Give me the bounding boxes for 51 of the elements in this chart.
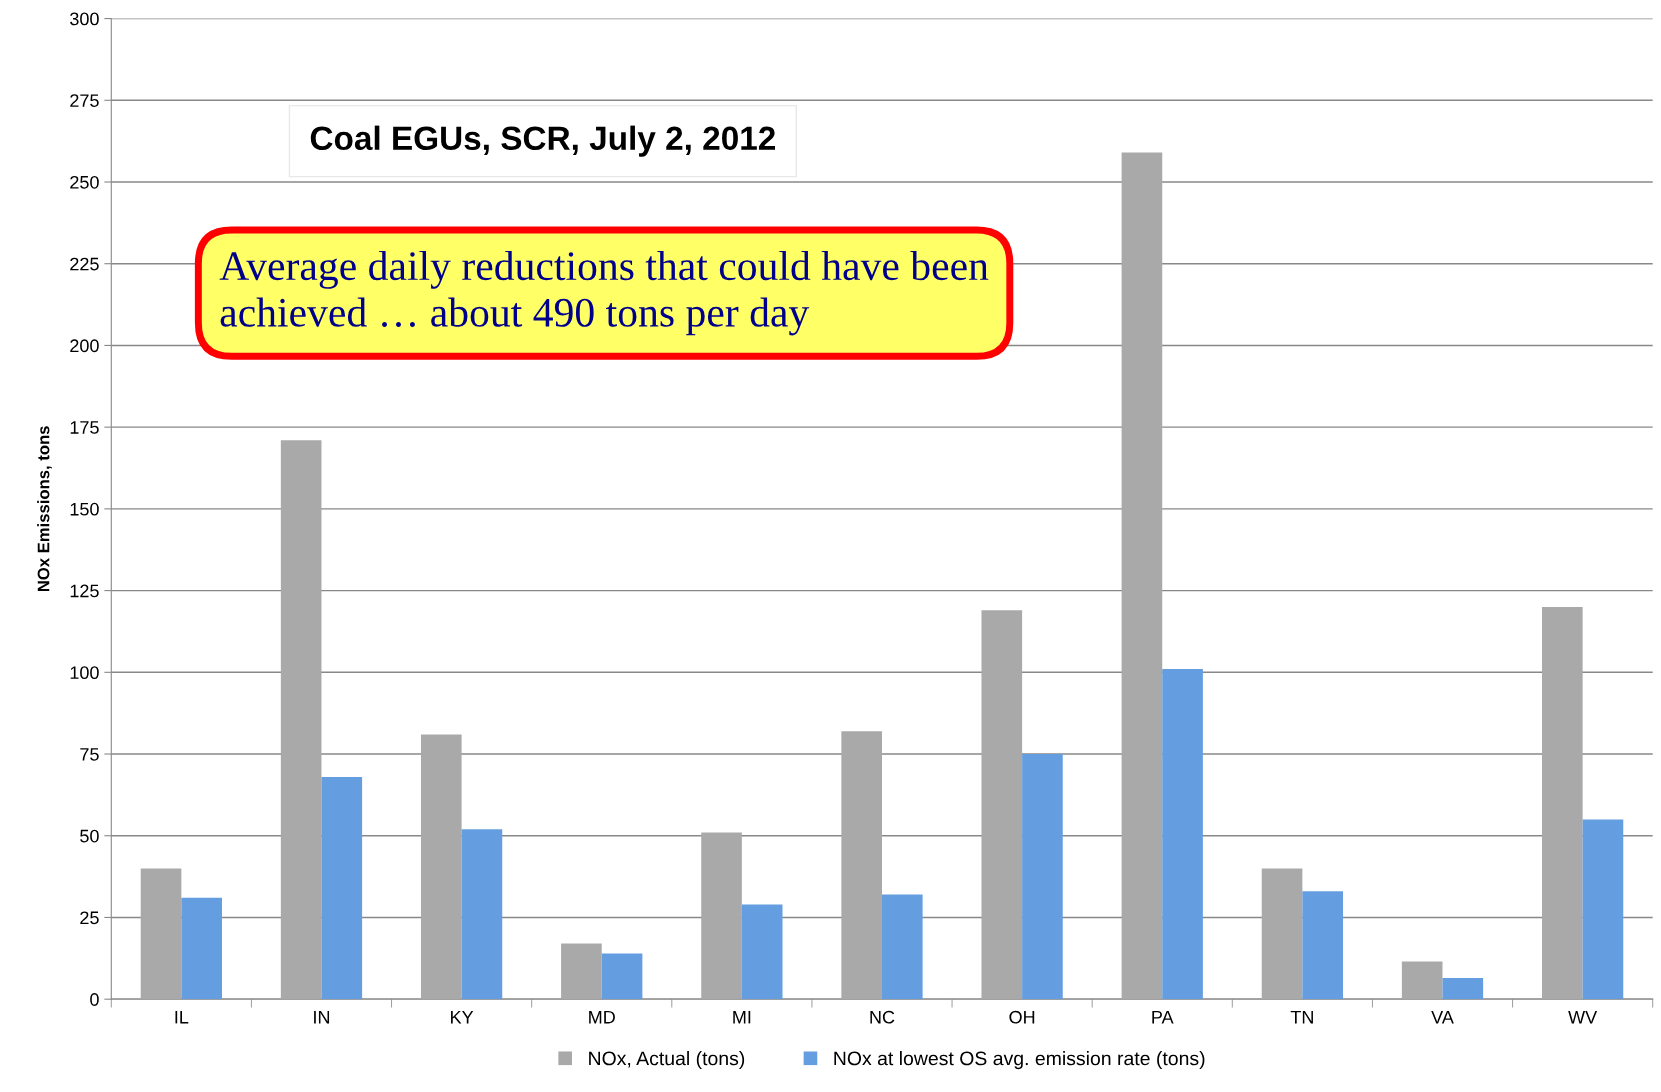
y-tick-label: 275 <box>70 94 99 107</box>
bar <box>1022 754 1063 1000</box>
x-tick-label: MD <box>589 1010 615 1024</box>
text: Coal EGUs, SCR, July 2, 2012 <box>310 125 775 157</box>
y-tick-label: 150 <box>70 502 99 516</box>
x-tick-label: NC <box>870 1010 895 1024</box>
y-tick-label: 25 <box>80 911 99 925</box>
y-tick-label: 175 <box>70 421 99 434</box>
x-tick-label: PA <box>1152 1010 1174 1024</box>
x-tick-label: IL <box>175 1010 189 1024</box>
annotation: Average daily reductions that could have been achieved … about 490 tons per day <box>219 250 989 336</box>
bar <box>1121 152 1163 1000</box>
bar <box>981 610 1023 1000</box>
x-tick-label: OH <box>1009 1010 1035 1024</box>
bar <box>181 897 222 1000</box>
x-tick-label: KY <box>451 1010 474 1024</box>
x-tick-label: VA <box>1431 1010 1454 1024</box>
bar <box>1162 669 1203 1000</box>
bar <box>881 894 923 1000</box>
bar <box>701 832 742 1000</box>
bar <box>1582 819 1624 1000</box>
bar <box>140 868 182 1000</box>
bar <box>1401 961 1443 1000</box>
bar <box>741 904 783 1000</box>
bar <box>601 953 643 1000</box>
bar <box>1302 891 1344 1000</box>
bar <box>1442 977 1484 1000</box>
y-tick-label: 250 <box>70 175 99 189</box>
bar <box>1541 606 1583 1000</box>
y-axis-title: NOx Emissions, tons <box>37 426 52 592</box>
y-tick-label: 100 <box>70 666 99 680</box>
bar <box>1261 868 1303 1000</box>
bar <box>420 734 462 1000</box>
y-tick-label: 225 <box>70 257 99 271</box>
y-tick-label: 300 <box>70 12 99 26</box>
bar <box>841 731 882 1000</box>
bar <box>321 776 363 1000</box>
x-tick-label: IN <box>314 1010 330 1024</box>
x-tick-label: MI <box>733 1010 751 1024</box>
y-tick-label: 75 <box>80 748 99 761</box>
x-tick-label: WV <box>1568 1010 1598 1024</box>
x-tick-label: TN <box>1290 1010 1313 1024</box>
legend-label: NOx, Actual (tons) <box>589 1051 745 1070</box>
bar <box>461 829 503 1000</box>
y-tick-label: 200 <box>70 339 99 353</box>
bar <box>280 440 322 1000</box>
y-tick-label: 0 <box>90 993 99 1006</box>
y-tick-label: 125 <box>70 584 99 598</box>
bar <box>561 943 602 1000</box>
y-tick-label: 50 <box>80 829 99 843</box>
legend-label: NOx at lowest OS avg. emission rate (tons) <box>834 1051 1205 1070</box>
